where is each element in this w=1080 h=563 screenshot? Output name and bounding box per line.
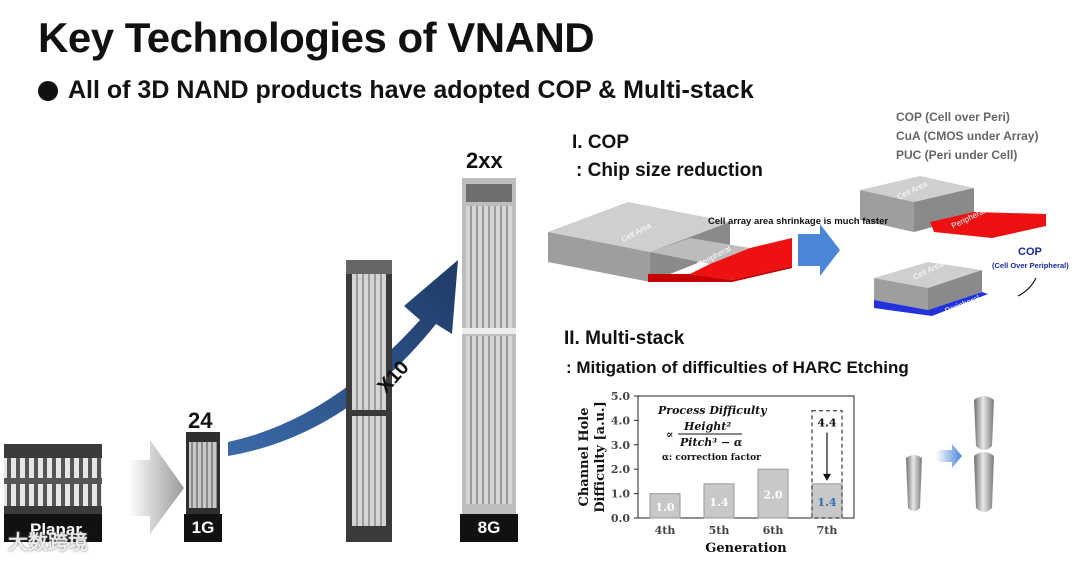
y-tick-label: 4.0 (611, 414, 630, 427)
bar-4th (649, 493, 681, 519)
chip-8g-label: 8G (477, 518, 501, 537)
y-tick-label: 5.0 (611, 390, 630, 403)
x-tick-label: 5th (709, 524, 730, 537)
chip-1g-count: 24 (188, 408, 213, 433)
transition-arrow-icon (798, 224, 840, 276)
projected-arrow-head (823, 473, 831, 481)
y-tick-label: 1.0 (611, 488, 630, 501)
chip-1g-label: 1G (191, 518, 215, 537)
formula-numerator: Height² (683, 420, 731, 433)
planar-photo (4, 444, 102, 542)
scaling-arrow-icon (228, 260, 458, 456)
cop-subheading: : Chip size reduction (576, 160, 763, 181)
growth-arrow-icon (128, 440, 184, 534)
bar-value-label: 1.4 (709, 496, 728, 509)
bar-6th (757, 468, 789, 519)
stack-arrow-icon (936, 444, 962, 468)
cop-diagram-sublabel: (Cell Over Peripheral) (992, 261, 1069, 270)
upper-stack-pillar (974, 396, 994, 450)
cop-heading: I. COP (572, 132, 630, 153)
projected-value-label: 4.4 (817, 417, 836, 430)
chart-frame (637, 395, 855, 519)
chip-8g-count: 2xx (466, 148, 503, 173)
y-tick-label: 0.0 (611, 512, 630, 525)
chip-middle-photo (346, 260, 392, 542)
multistack-subheading: : Mitigation of difficulties of HARC Etc… (566, 358, 909, 377)
y-axis-label: Channel HoleDifficulty [a.u.] (577, 401, 608, 512)
x-tick-label: 6th (763, 524, 784, 537)
projected-bar (811, 409, 843, 519)
y-tick-label: 2.0 (611, 463, 630, 476)
subtitle-text: All of 3D NAND products have adopted COP… (68, 76, 754, 104)
formula-note: α: correction factor (662, 453, 761, 463)
formula-denominator: Pitch³ − α (679, 436, 743, 449)
multistack-pillars (906, 396, 994, 512)
x-tick-label: 4th (655, 524, 676, 537)
multistack-heading: II. Multi-stack (564, 328, 685, 349)
legend-cop: COP (Cell over Peri) (896, 110, 1010, 124)
slide-title: Key Technologies of VNAND (38, 14, 595, 61)
formula-prefix: ∝ (666, 428, 673, 441)
chip-1g-photo (184, 432, 222, 542)
bar-value-label: 1.0 (655, 501, 674, 514)
legend-puc: PUC (Peri under Cell) (896, 148, 1018, 162)
cop-legend: COP (Cell over Peri) CuA (CMOS under Arr… (896, 108, 1038, 165)
chip-8g-photo (460, 178, 518, 542)
watermark: 大数跨境 (8, 532, 88, 554)
bullet-icon (38, 80, 58, 101)
shrink-note: Cell array area shrinkage is much faster (708, 216, 889, 227)
x-axis-label: Generation (705, 541, 787, 556)
bar-value-label: 1.4 (817, 496, 836, 509)
cop-diagram-label: COP (1018, 246, 1042, 258)
legend-cua: CuA (CMOS under Array) (896, 129, 1039, 143)
planar-label: Planar (30, 520, 82, 539)
bar-5th (703, 483, 735, 519)
channel-hole-chart: 0.0 1.0 2.0 3.0 4.0 5.0 Channel HoleDifficulty… (566, 384, 866, 558)
x-tick-label: 7th (817, 524, 838, 537)
cop-diagram (548, 176, 1046, 316)
lower-stack-pillar (974, 452, 994, 512)
y-tick-label: 3.0 (611, 439, 630, 452)
die-evolution-figure (4, 178, 518, 542)
single-stack-pillar (906, 455, 922, 511)
slide-subtitle: All of 3D NAND products have adopted COP… (38, 76, 754, 105)
formula-title: Process Difficulty (657, 404, 768, 417)
bar-value-label: 2.0 (763, 489, 782, 502)
